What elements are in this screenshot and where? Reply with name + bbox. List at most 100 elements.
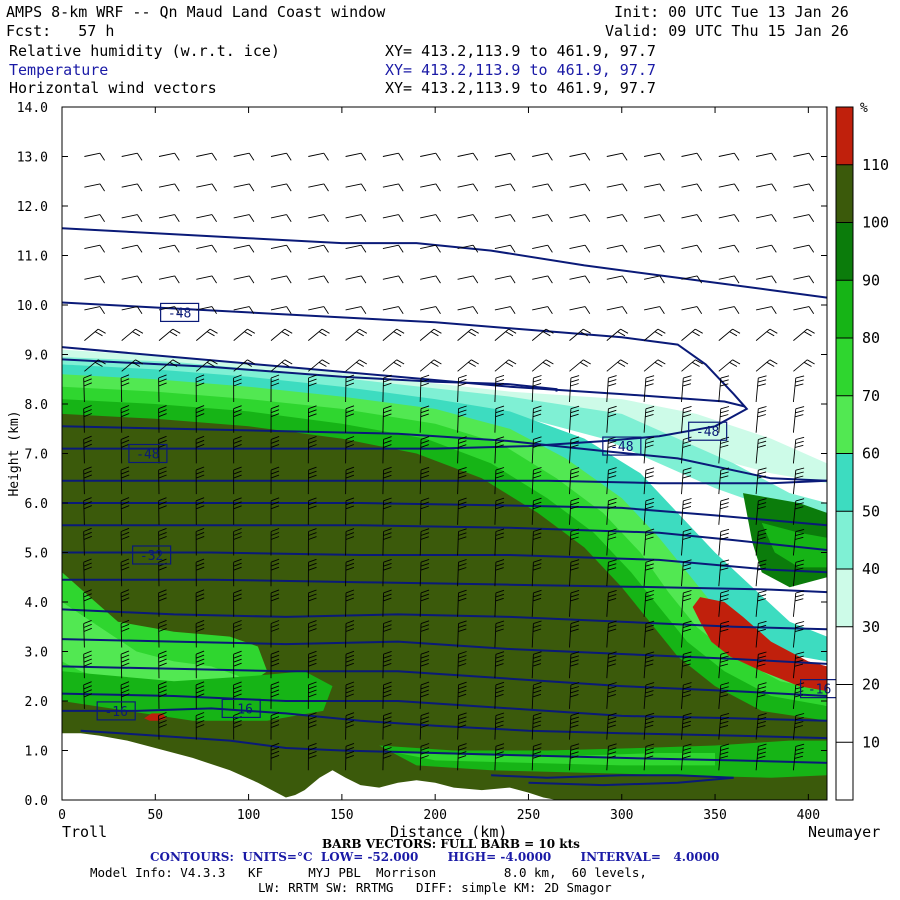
wind-barb-97 xyxy=(718,275,740,284)
wind-barb-395 xyxy=(718,712,730,740)
wind-barb-169 xyxy=(419,374,430,403)
wind-barb-151 xyxy=(494,359,517,372)
wind-barb-349 xyxy=(419,650,430,679)
wind-barb-212 xyxy=(531,436,542,464)
wind-barb-165 xyxy=(270,374,280,403)
wind-barb-225 xyxy=(270,466,280,495)
wind-barb-66 xyxy=(308,244,329,253)
model-info-2: LW: RRTM SW: RRTMG DIFF: simple KM: 2D S… xyxy=(258,880,612,895)
wind-barb-184 xyxy=(233,405,242,433)
init-time: Init: 00 UTC Tue 13 Jan 26 xyxy=(614,3,849,21)
wind-barb-218 xyxy=(755,436,767,464)
wind-barb-339 xyxy=(792,621,805,648)
contour-label-box-0 xyxy=(160,302,200,323)
wind-barb-77 xyxy=(718,244,740,253)
wind-barb-209 xyxy=(419,436,430,464)
contour-info: CONTOURS: UNITS=°C LOW= -52.000 HIGH= -4… xyxy=(150,850,720,864)
wind-barb-353 xyxy=(569,651,580,679)
wind-barb-87 xyxy=(345,275,367,284)
wind-barb-388 xyxy=(457,712,467,740)
wind-barb-204 xyxy=(233,435,242,464)
wind-barb-345 xyxy=(270,650,280,679)
temperature-contour-3 xyxy=(62,358,558,392)
wind-barb-18 xyxy=(756,152,777,161)
wind-barb-20 xyxy=(84,183,105,192)
field-xy-rh: XY= 413.2,113.9 to 461.9, 97.7 xyxy=(385,42,656,60)
wind-barb-278 xyxy=(755,528,767,556)
wind-barb-80 xyxy=(84,275,105,284)
wind-barb-267 xyxy=(345,528,355,556)
colorbar-bin-11 xyxy=(836,107,853,165)
wind-barb-284 xyxy=(233,558,242,587)
wind-barb-1 xyxy=(121,152,143,161)
wind-barb-28 xyxy=(382,183,404,192)
x-tick-label-8: 400 xyxy=(797,808,820,823)
wind-barb-171 xyxy=(494,374,505,403)
wind-barb-318 xyxy=(755,590,767,617)
wind-barb-331 xyxy=(494,620,505,648)
wind-barb-286 xyxy=(307,558,317,587)
wind-barb-371 xyxy=(494,681,505,709)
wind-barb-411 xyxy=(755,743,767,771)
wind-barb-258 xyxy=(755,498,767,525)
wind-barb-68 xyxy=(382,244,404,253)
wind-barb-259 xyxy=(792,498,805,525)
x-tick-label-3: 150 xyxy=(330,808,353,823)
wind-barbs xyxy=(83,152,815,771)
wind-barb-403 xyxy=(457,743,467,771)
wind-barb-407 xyxy=(606,743,617,771)
wind-barb-272 xyxy=(531,528,542,556)
wind-barb-73 xyxy=(569,244,591,253)
wind-barb-374 xyxy=(606,682,617,709)
wind-barb-58 xyxy=(756,214,777,223)
wind-barb-81 xyxy=(121,275,143,284)
wind-barb-370 xyxy=(457,681,467,709)
wind-barb-124 xyxy=(233,328,256,341)
wind-barb-217 xyxy=(718,436,730,464)
wind-barb-360 xyxy=(83,681,93,709)
wind-barb-192 xyxy=(531,405,542,433)
wind-barb-139 xyxy=(793,328,815,341)
colorbar-bin-8 xyxy=(836,280,853,338)
colorbar-tick-label-7: 80 xyxy=(862,329,880,347)
wind-barb-254 xyxy=(606,497,617,525)
wind-barb-400 xyxy=(345,742,355,771)
y-tick-label-0: 0.0 xyxy=(25,794,48,809)
wind-barb-337 xyxy=(718,620,730,648)
wind-barb-346 xyxy=(307,650,317,679)
wind-barb-257 xyxy=(718,498,730,525)
y-tick-label-5: 5.0 xyxy=(25,547,48,562)
wind-barb-386 xyxy=(382,712,392,740)
wind-barb-109 xyxy=(420,306,441,315)
wind-barb-375 xyxy=(643,682,655,709)
wind-barb-170 xyxy=(457,374,467,403)
temperature-contour-14 xyxy=(62,707,827,740)
wind-barb-51 xyxy=(494,214,516,223)
wind-barb-219 xyxy=(792,436,805,464)
wind-barb-210 xyxy=(457,436,467,464)
wind-barb-253 xyxy=(569,497,580,525)
colorbar-bin-9 xyxy=(836,222,853,281)
wind-barb-233 xyxy=(569,467,580,495)
wind-barb-141 xyxy=(121,359,144,372)
wind-barb-342 xyxy=(158,650,167,679)
wind-barb-379 xyxy=(792,682,805,709)
wind-barb-186 xyxy=(307,405,317,433)
wind-barb-264 xyxy=(233,528,242,556)
x-tick-label-6: 300 xyxy=(610,808,633,823)
x-tick-label-1: 50 xyxy=(147,808,163,823)
wind-barb-2 xyxy=(158,152,180,161)
wind-barb-236 xyxy=(681,467,692,495)
wind-barb-285 xyxy=(270,558,280,587)
wind-barb-150 xyxy=(457,359,479,372)
wind-barb-102 xyxy=(158,306,180,315)
wind-barb-251 xyxy=(494,497,505,525)
wind-barb-12 xyxy=(532,152,553,161)
terrain-surface xyxy=(62,733,557,800)
wind-barb-185 xyxy=(270,405,280,433)
colorbar-tick-label-2: 30 xyxy=(862,618,880,636)
y-tick-label-13: 13.0 xyxy=(17,151,48,166)
wind-barb-294 xyxy=(606,559,617,587)
wind-barb-85 xyxy=(270,275,292,284)
